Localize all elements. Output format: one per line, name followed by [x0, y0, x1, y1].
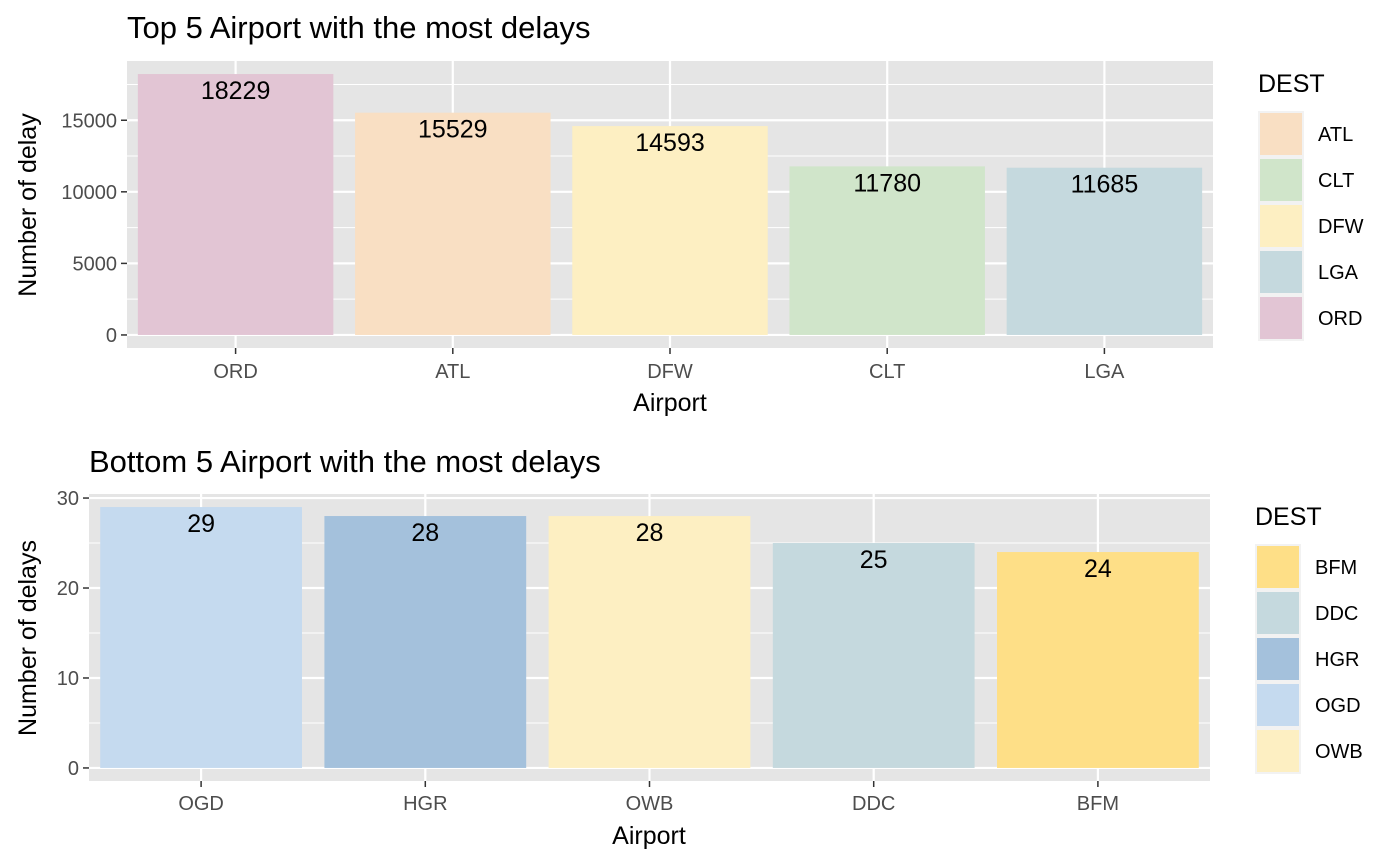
bottom-y-tick-label: 30	[57, 488, 79, 510]
bottom-legend-swatch-ddc	[1257, 592, 1299, 634]
bottom-legend-label-bfm: BFM	[1315, 557, 1357, 579]
top-legend-label-lga: LGA	[1318, 262, 1359, 284]
bottom-x-tick-label-bfm: BFM	[1077, 793, 1119, 815]
top-legend-swatch-ord	[1260, 297, 1302, 339]
top-y-tick-label: 5000	[73, 253, 118, 275]
bottom-x-tick-label-owb: OWB	[626, 793, 674, 815]
top-y-tick-label: 15000	[61, 110, 117, 132]
top-data-label-dfw: 14593	[635, 129, 705, 157]
top-bar-ord	[137, 74, 334, 335]
bottom-delays-chart: 29 28 28 25 24 0 10 20 30 OGD HGR OWB DDC BFM BFM DDC HG…	[14, 444, 1363, 850]
bottom-bar-ddc	[772, 543, 975, 768]
top-legend-swatch-clt	[1260, 159, 1302, 201]
top-data-label-atl: 15529	[418, 116, 488, 144]
top-bar-dfw	[572, 126, 768, 335]
bottom-y-tick-label: 10	[57, 668, 79, 690]
top-x-tick-label-atl: ATL	[435, 361, 470, 383]
bottom-legend-swatch-ogd	[1257, 684, 1299, 726]
bottom-data-label-ddc: 25	[860, 546, 888, 574]
bottom-x-tick-label-ogd: OGD	[178, 793, 224, 815]
top-data-label-ord: 18229	[201, 77, 271, 105]
top-x-tick-label-clt: CLT	[869, 361, 905, 383]
bottom-x-tick-label-hgr: HGR	[403, 793, 447, 815]
top-legend-swatch-atl	[1260, 113, 1302, 155]
bottom-legend-swatch-hgr	[1257, 638, 1299, 680]
bottom-data-label-ogd: 29	[187, 510, 215, 538]
bottom-x-axis-title: Airport	[612, 822, 686, 850]
bottom-data-label-bfm: 24	[1084, 555, 1112, 583]
top-chart-title: Top 5 Airport with the most delays	[127, 10, 591, 45]
top-bar-lga	[1006, 167, 1203, 335]
top-bar-atl	[355, 112, 551, 335]
bottom-y-tick-label: 20	[57, 578, 79, 600]
top-legend-swatch-dfw	[1260, 205, 1302, 247]
bottom-legend-label-hgr: HGR	[1315, 649, 1359, 671]
top-legend-label-atl: ATL	[1318, 124, 1353, 146]
top-legend-label-clt: CLT	[1318, 170, 1354, 192]
top-y-tick-label: 0	[106, 325, 117, 347]
top-delays-chart: 18229 15529 14593 11780 11685 0 5000 10000 15000…	[14, 10, 1364, 417]
bottom-bar-bfm	[997, 552, 1199, 768]
top-data-label-lga: 11685	[1071, 171, 1139, 199]
top-data-label-clt: 11780	[853, 169, 921, 197]
bottom-legend-label-owb: OWB	[1315, 741, 1363, 763]
bottom-bar-ogd	[100, 507, 302, 768]
top-y-axis-title: Number of delay	[14, 113, 42, 297]
bottom-bar-owb	[548, 516, 751, 768]
top-x-tick-label-ord: ORD	[213, 361, 257, 383]
bottom-legend-label-ogd: OGD	[1315, 695, 1361, 717]
bottom-legend-title: DEST	[1255, 503, 1322, 531]
top-y-tick-label: 10000	[61, 182, 117, 204]
top-x-axis-title: Airport	[633, 389, 707, 417]
bottom-y-axis-title: Number of delays	[14, 540, 42, 736]
bottom-chart-title: Bottom 5 Airport with the most delays	[89, 444, 601, 479]
bottom-bar-hgr	[324, 516, 527, 768]
top-legend-swatch-lga	[1260, 251, 1302, 293]
bottom-x-tick-label-ddc: DDC	[852, 793, 895, 815]
bottom-legend-label-ddc: DDC	[1315, 603, 1358, 625]
top-x-tick-label-dfw: DFW	[647, 361, 693, 383]
top-x-tick-label-lga: LGA	[1084, 361, 1125, 383]
bottom-data-label-hgr: 28	[411, 519, 439, 547]
bottom-legend-swatch-bfm	[1257, 546, 1299, 588]
top-bar-clt	[789, 166, 985, 335]
top-legend-label-dfw: DFW	[1318, 216, 1364, 238]
bottom-legend-swatch-owb	[1257, 730, 1299, 772]
top-legend-title: DEST	[1258, 70, 1325, 98]
bottom-y-tick-label: 0	[68, 758, 79, 780]
bottom-data-label-owb: 28	[636, 519, 664, 547]
top-legend-label-ord: ORD	[1318, 308, 1362, 330]
